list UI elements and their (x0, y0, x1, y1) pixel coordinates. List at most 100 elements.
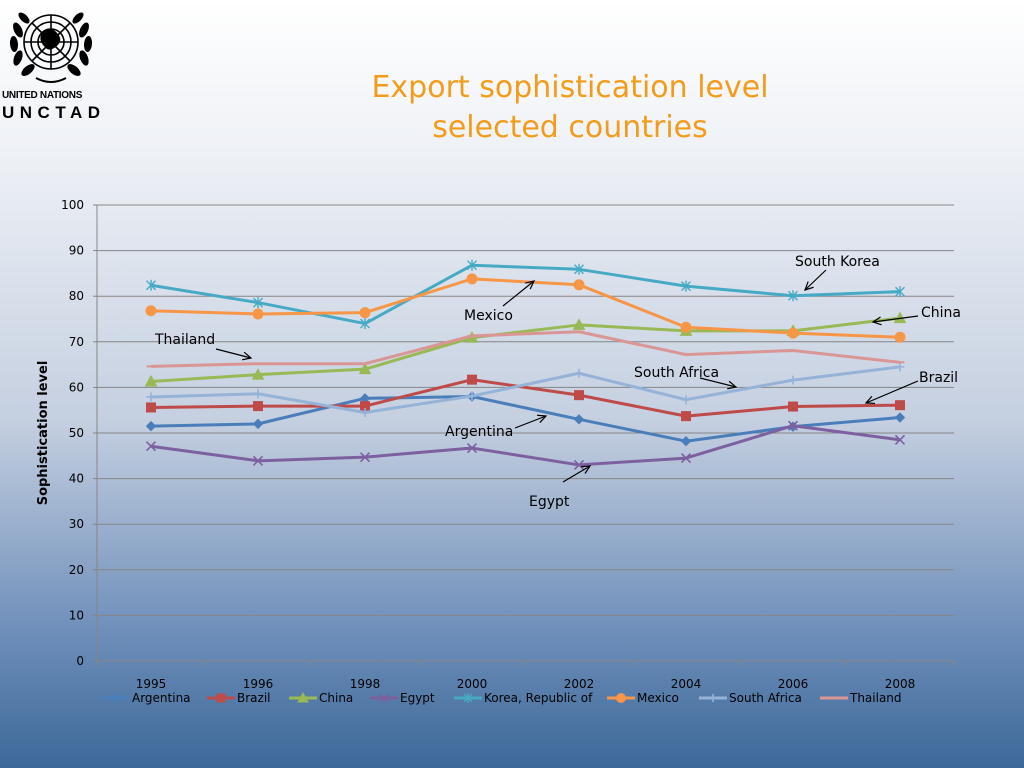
data-point-argentina-2002 (573, 414, 585, 425)
data-point-korea-republic-of-1998 (360, 318, 370, 330)
chart-annotations: South Korea China Mexico Thailand South Afri… (154, 254, 961, 510)
x-tick-label: 1996 (243, 677, 274, 691)
annotation-brazil: Brazil (864, 370, 958, 405)
annotation-arrow-line (804, 269, 827, 291)
annotation-label: China (921, 305, 961, 321)
annotation-arrow-line (502, 280, 535, 307)
y-tick-label: 0 (76, 654, 84, 668)
data-point-korea-republic-of-2008 (895, 286, 905, 298)
annotation-label: Brazil (919, 370, 958, 386)
annotation-label: Mexico (464, 308, 513, 324)
annotation-south-africa: South Africa (634, 365, 738, 390)
series-korea-republic-of (146, 259, 905, 330)
legend-item-argentina: Argentina (102, 691, 191, 705)
series-thailand (146, 330, 905, 368)
data-point-brazil-2002 (574, 390, 584, 401)
y-tick-label: 60 (69, 380, 84, 394)
legend-item-mexico: Mexico (607, 691, 679, 705)
legend-item-china: China (289, 691, 353, 705)
annotation-arrowhead (727, 380, 738, 390)
data-point-south-africa-2008 (895, 362, 905, 372)
annotation-label: South Korea (795, 254, 880, 270)
data-point-korea-republic-of-2006 (788, 290, 798, 302)
legend-item-brazil: Brazil (207, 691, 271, 705)
y-tick-label: 70 (69, 335, 84, 349)
data-point-egypt-2002 (573, 459, 585, 470)
legend-swatch-marker (616, 693, 626, 703)
y-axis-ticks: 0 10 20 30 40 50 60 70 80 90 100 (61, 198, 97, 668)
data-point-argentina-2004 (680, 436, 692, 447)
annotation-china: China (871, 305, 961, 326)
data-point-mexico-1998 (359, 307, 371, 319)
y-tick-label: 30 (69, 517, 84, 531)
data-point-south-africa-1998 (360, 407, 370, 417)
data-point-argentina-1995 (145, 420, 157, 432)
y-tick-label: 80 (69, 289, 84, 303)
series-line-korea-republic-of (150, 263, 901, 326)
data-point-korea-republic-of-2000 (467, 259, 477, 271)
data-point-egypt-1996 (252, 455, 264, 466)
legend-item-thailand: Thailand (820, 691, 902, 705)
data-point-egypt-2000 (466, 442, 478, 454)
legend-label: South Africa (729, 691, 802, 705)
data-point-korea-republic-of-1995 (146, 279, 156, 291)
x-tick-label: 2002 (564, 677, 595, 691)
data-point-egypt-1998 (359, 452, 371, 463)
legend-label: China (319, 691, 353, 705)
x-tick-label: 2006 (778, 677, 809, 691)
x-tick-label: 2008 (885, 677, 916, 691)
series-south-africa (146, 362, 905, 417)
legend-swatch-marker (463, 693, 473, 703)
data-point-south-africa-2004 (681, 395, 691, 405)
data-point-south-africa-2002 (574, 368, 584, 378)
legend-item-korea-republic-of: Korea, Republic of (454, 691, 593, 705)
data-point-brazil-1995 (146, 402, 156, 413)
data-point-egypt-2008 (894, 434, 906, 445)
annotation-label: South Africa (634, 365, 719, 381)
chart-legend: Argentina Brazil China Egypt Korea, Republic… (102, 691, 902, 705)
data-point-argentina-1996 (252, 418, 264, 430)
y-tick-label: 40 (69, 472, 84, 486)
logo-acronym: UNCTAD (2, 103, 106, 122)
logo-org-name: UNITED NATIONS (2, 90, 83, 101)
legend-label: Mexico (637, 691, 679, 705)
annotation-arrowhead (525, 280, 536, 290)
legend-label: Argentina (132, 691, 191, 705)
chart-title-line-1: Export sophistication level (371, 70, 769, 105)
x-tick-label: 1995 (136, 677, 167, 691)
data-point-korea-republic-of-2002 (574, 263, 584, 275)
data-point-egypt-2004 (680, 453, 692, 464)
data-point-china-1995 (144, 374, 158, 387)
annotation-arrow-line (699, 377, 737, 388)
data-point-china-1996 (251, 368, 265, 380)
data-point-brazil-2006 (788, 401, 798, 412)
series-line-egypt (150, 424, 901, 467)
legend-swatch-marker (297, 691, 309, 703)
series-line-brazil (150, 378, 901, 418)
data-point-brazil-2008 (895, 400, 905, 411)
series-argentina (145, 391, 906, 447)
series-line-mexico (150, 277, 901, 339)
legend-swatch-marker (111, 693, 121, 703)
data-point-mexico-1996 (252, 308, 264, 320)
data-point-brazil-1996 (253, 401, 263, 412)
annotation-egypt: Egypt (529, 465, 592, 510)
y-tick-label: 10 (69, 608, 84, 622)
series-mexico (145, 273, 906, 343)
x-tick-label: 2004 (671, 677, 702, 691)
data-point-argentina-2008 (894, 412, 906, 423)
data-point-south-africa-2006 (788, 375, 798, 385)
data-point-china-1998 (358, 362, 372, 375)
legend-swatch-marker (379, 693, 389, 703)
y-axis-label: Sophistication level (36, 361, 51, 506)
data-point-south-africa-1995 (146, 392, 156, 402)
legend-swatch-marker (709, 694, 717, 702)
data-point-south-africa-2000 (467, 391, 477, 401)
annotation-arrowhead (864, 395, 876, 405)
legend-item-south-africa: South Africa (699, 691, 802, 705)
annotation-arrow-line (872, 315, 919, 323)
legend-swatch-marker (216, 693, 226, 703)
annotation-label: Argentina (445, 424, 513, 440)
legend-label: Egypt (400, 691, 435, 705)
legend-label: Korea, Republic of (484, 691, 593, 705)
